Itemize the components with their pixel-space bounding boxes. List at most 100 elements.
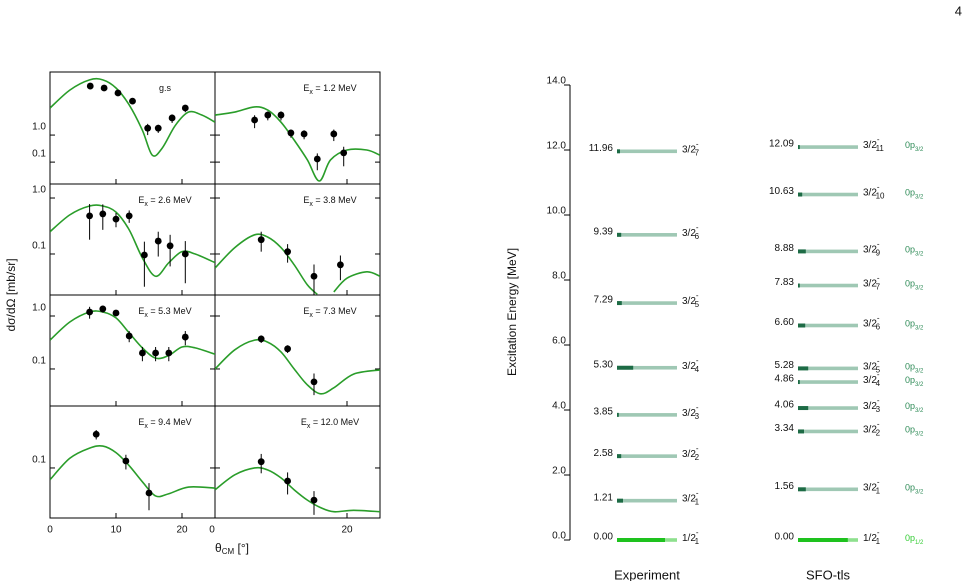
panel-label-part: E: [303, 306, 309, 316]
dwba-curve: [50, 310, 215, 360]
y-tick-label: 0.1: [32, 149, 46, 160]
level-bar: [617, 233, 677, 237]
data-point: [330, 130, 338, 138]
level-bar: [798, 380, 858, 384]
orbital-j: 3/2: [915, 251, 924, 257]
data-point: [129, 97, 136, 105]
panel-label-part: = 3.8 MeV: [313, 195, 357, 205]
x-tick-label: 20: [176, 525, 188, 536]
y-tick-label: 8.0: [552, 271, 566, 282]
data-point: [122, 457, 130, 465]
data-point: [144, 124, 152, 132]
orbital: 0p: [905, 188, 915, 198]
orbital: 0p: [905, 319, 915, 329]
data-point: [257, 236, 265, 244]
state-index: 9: [876, 249, 881, 258]
data-point: [92, 430, 100, 438]
state-index: 5: [695, 300, 700, 309]
y-tick-label: 0.0: [552, 531, 566, 542]
panel: [50, 305, 215, 362]
parity: -: [696, 356, 699, 365]
level-strength: [617, 498, 623, 503]
parity: -: [877, 477, 880, 486]
orbital-j: 3/2: [915, 408, 924, 414]
spin: 3/2: [863, 140, 877, 151]
parity: -: [877, 240, 880, 249]
state-index: 4: [876, 379, 881, 388]
spin: 3/2: [682, 296, 696, 307]
panel-label-part: E: [301, 417, 307, 427]
state-index: 3: [695, 412, 700, 421]
spin: 3/2: [682, 408, 696, 419]
spin: 3/2: [682, 449, 696, 460]
spin-label: 3/2-4: [682, 356, 700, 374]
y-axis-label: Excitation Energy [MeV]: [505, 248, 519, 376]
spin: 3/2: [682, 144, 696, 155]
y-tick-label: 12.0: [547, 141, 567, 152]
state-index: 6: [876, 323, 881, 332]
level-bar: [798, 487, 858, 492]
state-index: 1: [695, 498, 700, 507]
panel-label-part: g.s: [159, 83, 172, 93]
energy-label: 3.85: [594, 407, 614, 418]
data-point: [310, 378, 318, 386]
x-tick-label: 0: [47, 525, 53, 536]
energy-label: 12.09: [769, 139, 794, 150]
level-strength: [798, 323, 806, 328]
parity: -: [696, 489, 699, 498]
orbital: 0p: [905, 425, 915, 435]
spin: 3/2: [863, 278, 877, 289]
spin-label: 3/2-1: [863, 477, 881, 495]
data-point: [114, 89, 122, 97]
y-tick-label: 1.0: [32, 185, 46, 196]
panel-label-part: E: [303, 195, 309, 205]
panel-label-part: E: [138, 417, 144, 427]
level-strength: [798, 429, 804, 434]
panel-label: Ex = 9.4 MeV: [138, 417, 191, 429]
panel-label-part: E: [138, 195, 144, 205]
orbital-label: 0p3/2: [905, 140, 924, 152]
orbital-j: 3/2: [915, 147, 924, 153]
orbital: 0p: [905, 245, 915, 255]
data-point: [168, 114, 176, 122]
orbital: 0p: [905, 401, 915, 411]
level-bar: [798, 429, 858, 434]
dwba-curve: [215, 466, 380, 513]
data-point: [284, 248, 291, 256]
y-axis-label: dσ/dΩ [mb/sr]: [4, 258, 18, 331]
parity: -: [877, 314, 880, 323]
x-tick-label: 0: [209, 525, 215, 536]
panel-label-part: = 2.6 MeV: [148, 195, 192, 205]
energy-label: 4.06: [775, 400, 795, 411]
spin-label: 1/2-1: [863, 528, 881, 546]
orbital: 0p: [905, 362, 915, 372]
state-index: 1: [876, 486, 881, 495]
energy-label: 7.83: [775, 277, 795, 288]
panel-label-part: x: [309, 201, 313, 208]
spin: 3/2: [682, 360, 696, 371]
spin-label: 3/2-2: [863, 420, 881, 438]
parity: -: [696, 528, 699, 537]
spin: 3/2: [682, 227, 696, 238]
spin-label: 3/2-10: [863, 183, 885, 201]
spin-label: 3/2-6: [863, 314, 881, 332]
parity: -: [877, 274, 880, 283]
level-bar: [798, 323, 858, 328]
orbital-j: 3/2: [915, 325, 924, 331]
panel-label: Ex = 1.2 MeV: [303, 83, 356, 95]
spin-label: 3/2-2: [682, 444, 700, 462]
level-bar: [798, 192, 858, 197]
panel: [215, 453, 380, 515]
spin: 1/2: [682, 533, 696, 544]
orbital: 0p: [905, 375, 915, 385]
level-strength: [798, 366, 809, 371]
spin: 3/2: [863, 187, 877, 198]
parity: -: [877, 528, 880, 537]
orbital: 0p: [905, 279, 915, 289]
data-point: [257, 335, 265, 343]
panel: [50, 77, 215, 157]
energy-label: 3.34: [775, 423, 795, 434]
data-point: [181, 250, 189, 258]
data-point: [310, 272, 318, 280]
x-axis-label-part: CM: [222, 547, 235, 556]
